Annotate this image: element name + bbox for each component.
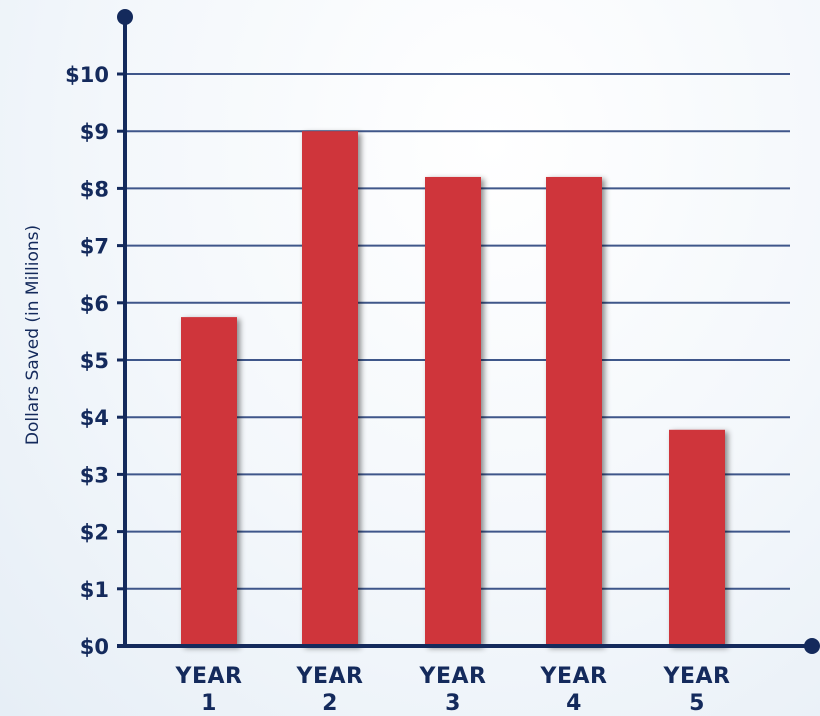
y-tick-label: $7 (80, 235, 109, 259)
x-tick-labels: YEAR 1 YEAR 2 YEAR 3 YEAR 4 YEAR 5 (175, 664, 731, 716)
y-tick-label: $1 (80, 578, 109, 602)
bars (181, 131, 725, 646)
y-tick-label: $5 (80, 349, 109, 373)
x-axis-end-dot (804, 638, 820, 654)
y-tick-label: $2 (80, 521, 109, 545)
y-tick-label: $0 (80, 635, 109, 659)
y-axis-title: Dollars Saved (in Millions) (23, 225, 43, 445)
x-tick-label: YEAR 4 (540, 664, 608, 716)
y-tick-label: $4 (80, 406, 109, 430)
bar (669, 430, 725, 646)
bar (181, 317, 237, 646)
y-tick-labels: $0 $1 $2 $3 $4 $5 $6 $7 $8 $9 $10 (65, 63, 109, 659)
x-tick-label: YEAR 5 (663, 664, 731, 716)
x-tick-label: YEAR 2 (296, 664, 364, 716)
x-tick-label: YEAR 3 (419, 664, 487, 716)
bar (546, 177, 602, 646)
y-tick-label: $8 (80, 177, 109, 201)
y-tick-label: $10 (65, 63, 109, 87)
x-tick-label: YEAR 1 (175, 664, 243, 716)
y-tick-label: $3 (80, 463, 109, 487)
y-tick-label: $9 (80, 120, 109, 144)
bar (302, 131, 358, 646)
y-axis-end-dot (117, 9, 133, 25)
bar (425, 177, 481, 646)
y-tick-label: $6 (80, 292, 109, 316)
